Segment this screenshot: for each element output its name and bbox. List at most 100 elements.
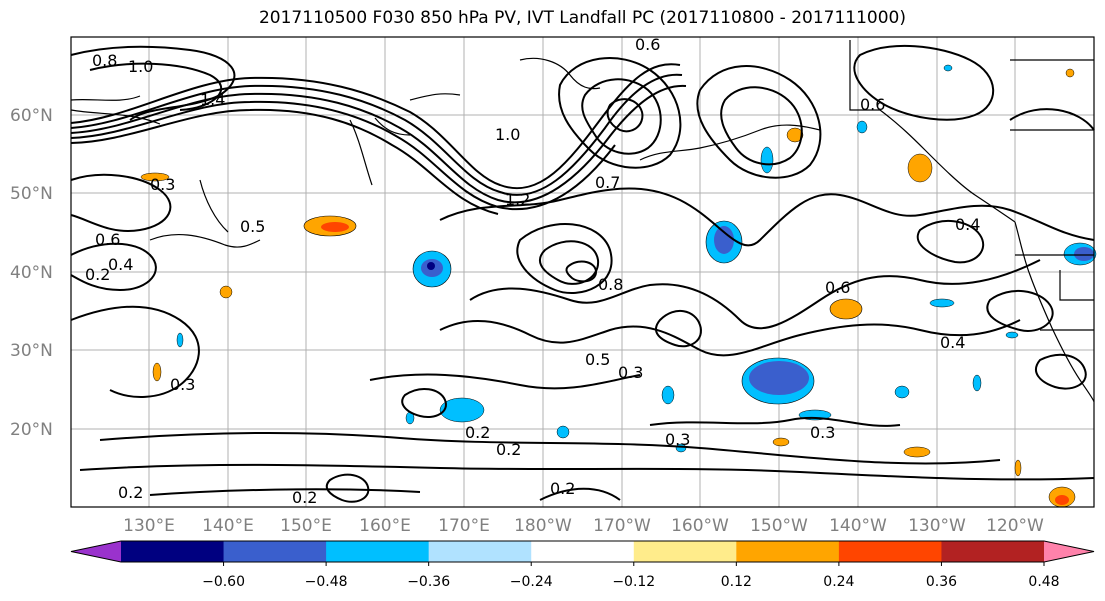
lon-label: 140°W [829, 516, 887, 536]
contour-label: 0.3 [810, 423, 835, 442]
lon-label: 150°W [750, 516, 808, 536]
colorbar-tick-label: −0.48 [305, 574, 348, 590]
contour-label: 1.2 [505, 190, 530, 209]
patch-lightblue [760, 146, 774, 174]
colorbar-tick-label: −0.12 [612, 574, 655, 590]
lat-label: 20°N [10, 420, 53, 440]
contour-label: 0.2 [550, 479, 575, 498]
contour-labels: 0.8 1.0 1.4 0.6 0.5 0.3 0.2 1.2 0.7 0.4 … [85, 35, 980, 507]
colorbar-segment [121, 541, 225, 562]
patch-lightblue [1005, 331, 1019, 339]
patch-red [321, 222, 349, 232]
colorbar-extend-high [1044, 541, 1094, 562]
patch-lightblue [176, 332, 184, 348]
colorbar-segment [223, 541, 327, 562]
map-title: 2017110500 F030 850 hPa PV, IVT Landfall… [258, 8, 906, 28]
patch-lightblue [894, 385, 910, 399]
contour-label: 0.6 [635, 35, 660, 54]
colorbar-tick-label: −0.36 [407, 574, 450, 590]
map-border [70, 36, 1095, 508]
lon-label: 130°E [123, 516, 175, 536]
contour-label: 0.3 [618, 363, 643, 382]
patch-navy [427, 262, 435, 270]
patch-lightblue [439, 397, 485, 423]
lon-label: 160°E [359, 516, 411, 536]
contour-label: 0.2 [496, 440, 521, 459]
patch-orange [219, 285, 233, 299]
patch-orange [903, 446, 931, 458]
colorbar-tick-label: 0.48 [1028, 574, 1059, 590]
colorbar-tick-label: −0.60 [202, 574, 245, 590]
contour-label: 0.4 [108, 255, 133, 274]
lat-label: 60°N [10, 106, 53, 126]
contour-label: 1.0 [128, 57, 153, 76]
patch-blue [749, 361, 809, 395]
latitude-labels: 60°N 50°N 40°N 30°N 20°N [10, 106, 53, 440]
graticule [71, 37, 1094, 507]
contour-label: 1.4 [200, 90, 225, 109]
patch-orange [1014, 459, 1022, 477]
contour-label: 0.2 [292, 488, 317, 507]
patch-orange [786, 127, 804, 143]
lon-label: 140°E [202, 516, 254, 536]
colorbar-tick-label: 0.24 [823, 574, 854, 590]
contour-label: 0.6 [825, 278, 850, 297]
contour-label: 1.0 [495, 125, 520, 144]
patch-red [1055, 495, 1069, 505]
colorbar-extend-low [71, 541, 121, 562]
colorbar-segment [326, 541, 430, 562]
patch-orange [907, 153, 933, 183]
lon-label: 160°W [671, 516, 729, 536]
contour-label: 0.6 [95, 230, 120, 249]
pv-contours [70, 45, 1095, 503]
patch-orange [152, 362, 162, 382]
contour-label: 0.6 [860, 95, 885, 114]
contour-label: 0.3 [150, 175, 175, 194]
colorbar-tick-label: 0.12 [721, 574, 752, 590]
lon-label: 130°W [908, 516, 966, 536]
patch-orange [1065, 68, 1075, 78]
contour-label: 0.7 [595, 173, 620, 192]
contour-label: 0.2 [118, 483, 143, 502]
contour-label: 0.5 [240, 217, 265, 236]
patch-orange [140, 172, 170, 182]
lon-label: 170°E [438, 516, 490, 536]
contour-label: 0.2 [85, 265, 110, 284]
contour-label: 0.8 [92, 51, 117, 70]
patch-lightblue [556, 425, 570, 439]
lon-label: 120°W [986, 516, 1044, 536]
colorbar-outline [70, 540, 1095, 563]
contour-label: 0.4 [940, 333, 965, 352]
lon-label: 170°W [593, 516, 651, 536]
colorbar-segment [838, 541, 942, 562]
lon-label: 180°W [514, 516, 572, 536]
shaded-patches [140, 64, 1097, 508]
colorbar-segment [736, 541, 840, 562]
coastlines [70, 40, 1095, 403]
patch-blue [714, 226, 734, 254]
patch-orange [772, 437, 790, 447]
contour-label: 0.8 [598, 275, 623, 294]
patch-lightblue [856, 120, 868, 134]
patch-blue [1074, 247, 1094, 261]
contour-label: 0.3 [665, 430, 690, 449]
colorbar-segment [633, 541, 737, 562]
contour-label: 0.4 [955, 215, 980, 234]
colorbar-segment [531, 541, 635, 562]
colorbar-tick-label: −0.24 [510, 574, 553, 590]
patch-lightblue [972, 374, 982, 392]
colorbar-segment [428, 541, 532, 562]
patch-orange [829, 298, 863, 320]
lon-label: 150°E [280, 516, 332, 536]
contour-label: 0.2 [465, 423, 490, 442]
lat-label: 40°N [10, 263, 53, 283]
colorbar-tick-label: 0.36 [926, 574, 957, 590]
colorbar: −0.60 −0.48 −0.36 −0.24 −0.12 0.12 0.24 0.36 0.4… [70, 540, 1095, 590]
lat-label: 30°N [10, 341, 53, 361]
lat-label: 50°N [10, 184, 53, 204]
contour-label: 0.5 [585, 350, 610, 369]
colorbar-segment [941, 541, 1045, 562]
longitude-labels: 130°E 140°E 150°E 160°E 170°E 180°W 170°… [123, 516, 1044, 536]
patch-lightblue [661, 385, 675, 405]
patch-lightblue [929, 298, 955, 308]
